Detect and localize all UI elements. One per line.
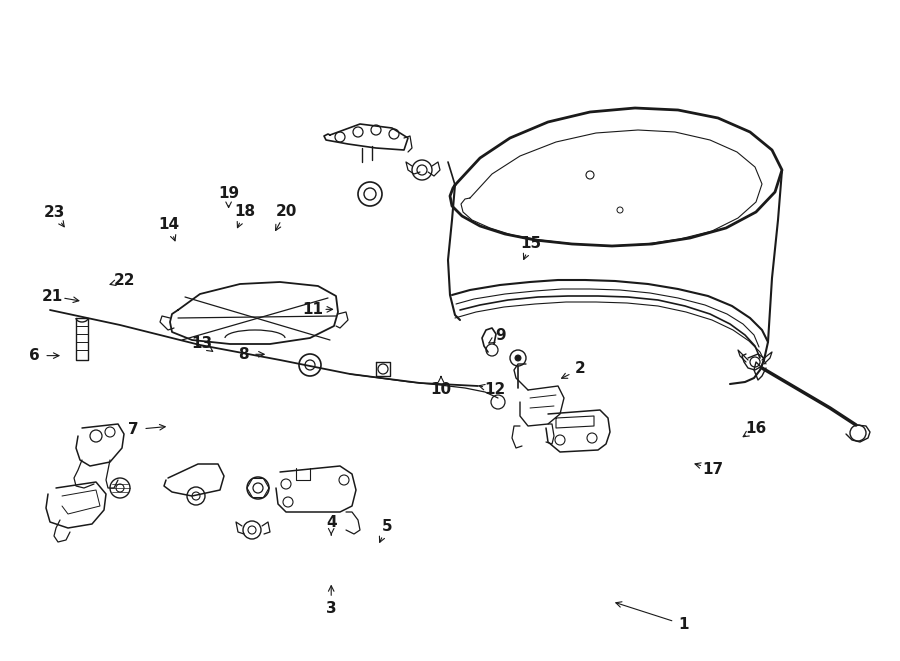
Text: 6: 6	[29, 348, 40, 363]
Text: 10: 10	[430, 383, 452, 397]
Text: 5: 5	[382, 519, 392, 533]
Text: 12: 12	[484, 383, 506, 397]
Text: 2: 2	[575, 362, 586, 376]
Text: 15: 15	[520, 236, 542, 251]
Text: 22: 22	[113, 273, 135, 288]
Text: 8: 8	[238, 347, 248, 362]
Text: 9: 9	[495, 329, 506, 343]
Text: 17: 17	[702, 462, 724, 477]
Text: 16: 16	[745, 421, 767, 436]
Text: 18: 18	[234, 204, 256, 219]
Text: 13: 13	[191, 336, 212, 351]
Circle shape	[515, 355, 521, 361]
Text: 20: 20	[275, 204, 297, 219]
Text: 3: 3	[326, 601, 337, 615]
Text: 21: 21	[41, 289, 63, 303]
Text: 11: 11	[302, 302, 324, 317]
Text: 1: 1	[679, 617, 689, 632]
Text: 4: 4	[326, 515, 337, 529]
Text: 14: 14	[158, 217, 180, 232]
Text: 7: 7	[128, 422, 139, 437]
Text: 19: 19	[218, 186, 239, 200]
Text: 23: 23	[43, 206, 65, 220]
